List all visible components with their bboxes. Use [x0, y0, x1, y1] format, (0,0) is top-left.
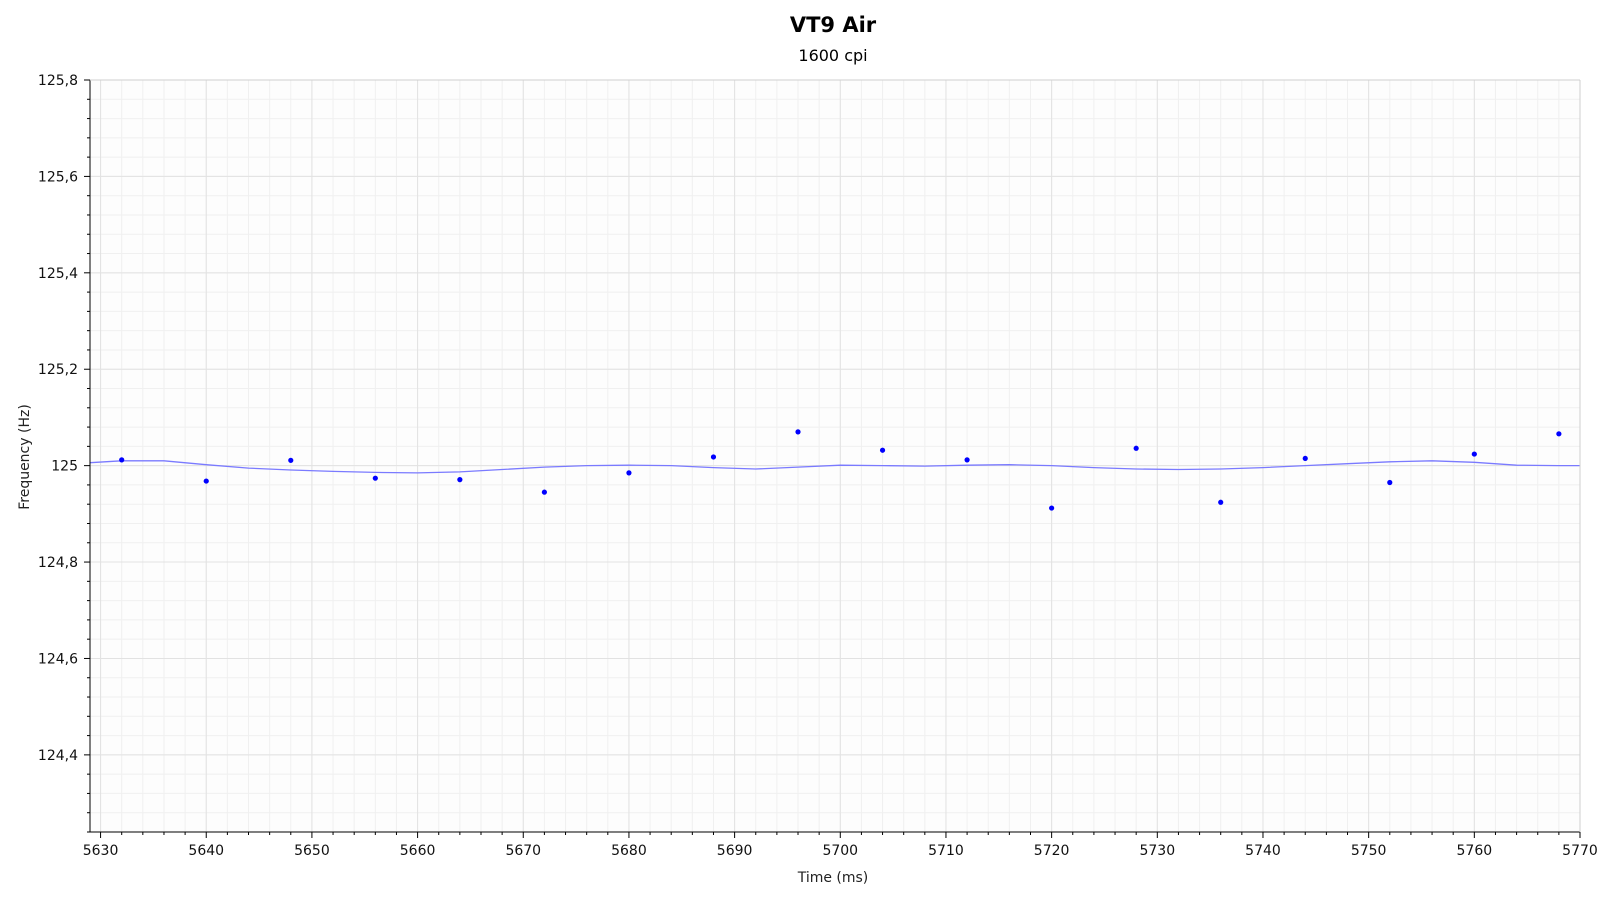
x-axis-label: Time (ms) — [797, 870, 869, 886]
x-tick-label: 5640 — [188, 843, 224, 859]
y-tick-label: 125 — [51, 459, 78, 475]
data-point — [964, 457, 970, 463]
plot-background — [90, 80, 1580, 832]
data-point — [288, 457, 294, 463]
data-point — [1218, 499, 1224, 505]
axes — [89, 79, 1581, 833]
y-axis-ticks: 124,4 124,6 124,8 125 125,2 125,4 125,6 125,8 — [38, 73, 90, 833]
data-point — [1049, 505, 1055, 511]
x-axis-ticks: 5630 5640 5650 5660 5670 5680 5690 5700 5710 5720… — [83, 832, 1598, 859]
x-tick-label: 5690 — [717, 843, 753, 859]
data-point — [541, 489, 547, 495]
data-point — [203, 478, 209, 484]
x-tick-label: 5710 — [928, 843, 964, 859]
series-line-layer — [89, 460, 1580, 474]
data-point — [457, 477, 463, 483]
y-tick-label: 124,4 — [38, 748, 78, 764]
x-tick-label: 5770 — [1562, 843, 1598, 859]
y-tick-label: 125,6 — [38, 169, 78, 185]
data-point — [1302, 455, 1308, 462]
x-tick-label: 5720 — [1034, 843, 1070, 859]
data-point — [626, 470, 632, 476]
data-point — [1471, 451, 1477, 457]
x-tick-label: 5750 — [1351, 843, 1387, 859]
data-point — [795, 429, 801, 435]
chart-title: VT9 Air — [790, 13, 877, 37]
y-axis-label: Frequency (Hz) — [17, 404, 33, 510]
data-point — [372, 475, 378, 481]
x-tick-label: 5630 — [83, 843, 119, 859]
chart-subtitle: 1600 cpi — [798, 46, 867, 65]
x-tick-label: 5680 — [611, 843, 647, 859]
x-tick-label: 5650 — [294, 843, 330, 859]
data-point — [710, 454, 717, 460]
smoothed-line — [89, 460, 1580, 474]
x-tick-label: 5760 — [1457, 843, 1493, 859]
x-tick-label: 5660 — [400, 843, 436, 859]
data-point — [1556, 431, 1562, 437]
x-tick-label: 5670 — [505, 843, 541, 859]
data-point — [879, 447, 886, 453]
x-tick-label: 5730 — [1139, 843, 1175, 859]
data-point — [1133, 445, 1139, 451]
y-tick-label: 124,8 — [38, 555, 78, 571]
data-point — [119, 457, 125, 463]
x-tick-label: 5700 — [822, 843, 858, 859]
x-tick-label: 5740 — [1245, 843, 1281, 859]
y-tick-label: 125,2 — [38, 362, 78, 378]
plot-area — [90, 80, 1580, 832]
y-tick-label: 125,4 — [38, 266, 78, 282]
series-points-layer — [119, 429, 1562, 511]
data-point — [1387, 479, 1393, 486]
y-tick-label: 124,6 — [38, 651, 78, 667]
y-tick-label: 125,8 — [38, 73, 78, 89]
